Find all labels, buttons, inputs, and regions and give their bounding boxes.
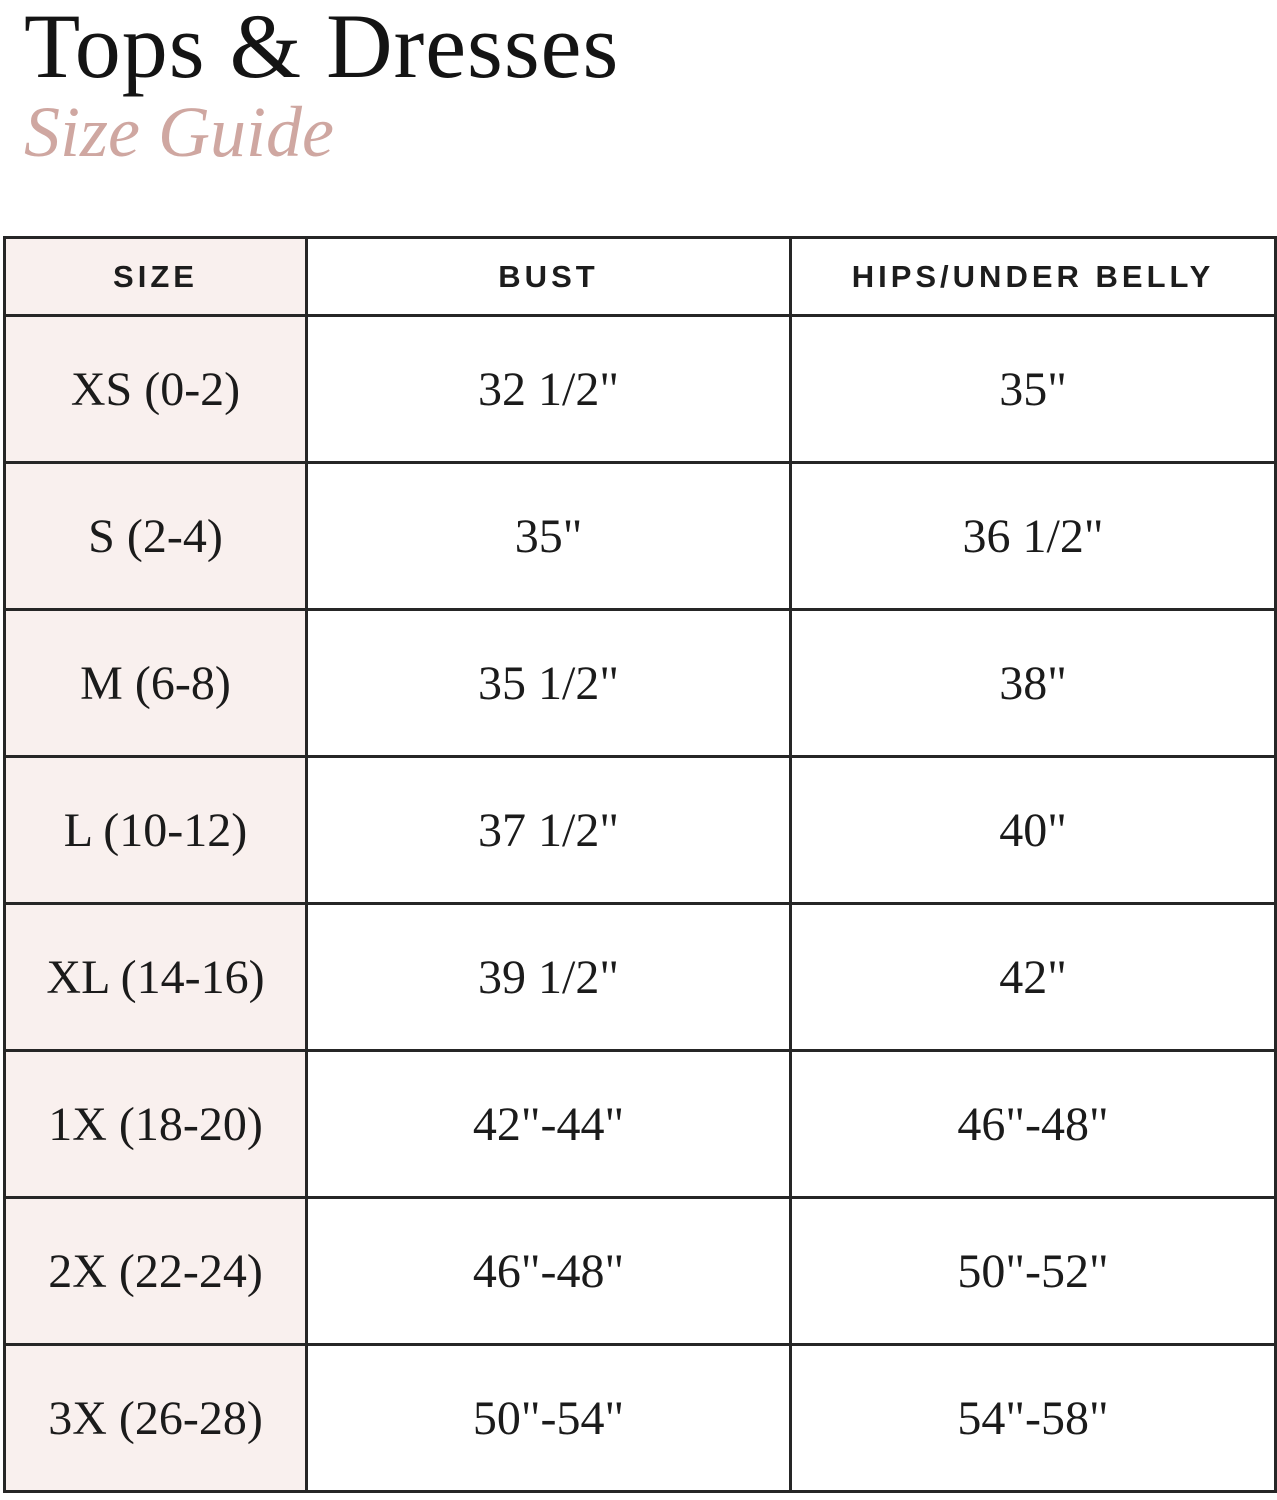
size-cell: 1X (18-20) — [3, 1049, 308, 1199]
hips-cell: 40" — [789, 755, 1277, 905]
column-header-size: SIZE — [3, 236, 308, 317]
column-header-hips-under-belly: HIPS/UNDER BELLY — [789, 236, 1277, 317]
page-title: Tops & Dresses — [24, 0, 620, 97]
table-row-l: L (10-12) 37 1/2" 40" — [3, 755, 1277, 905]
bust-cell: 46"-48" — [305, 1196, 792, 1346]
size-cell: XL (14-16) — [3, 902, 308, 1052]
hips-cell: 50"-52" — [789, 1196, 1277, 1346]
size-cell: 2X (22-24) — [3, 1196, 308, 1346]
column-header-bust: BUST — [305, 236, 792, 317]
table-header-row: SIZE BUST HIPS/UNDER BELLY — [3, 236, 1277, 317]
hips-cell: 54"-58" — [789, 1343, 1277, 1493]
bust-cell: 39 1/2" — [305, 902, 792, 1052]
bust-cell: 35" — [305, 461, 792, 611]
table-row-m: M (6-8) 35 1/2" 38" — [3, 608, 1277, 758]
table-row-s: S (2-4) 35" 36 1/2" — [3, 461, 1277, 611]
bust-cell: 32 1/2" — [305, 314, 792, 464]
size-cell: L (10-12) — [3, 755, 308, 905]
hips-cell: 38" — [789, 608, 1277, 758]
bust-cell: 42"-44" — [305, 1049, 792, 1199]
table-row-2x: 2X (22-24) 46"-48" 50"-52" — [3, 1196, 1277, 1346]
size-guide-table: SIZE BUST HIPS/UNDER BELLY XS (0-2) 32 1… — [3, 236, 1277, 1493]
hips-cell: 42" — [789, 902, 1277, 1052]
hips-cell: 36 1/2" — [789, 461, 1277, 611]
table-row-xl: XL (14-16) 39 1/2" 42" — [3, 902, 1277, 1052]
size-cell: XS (0-2) — [3, 314, 308, 464]
hips-cell: 46"-48" — [789, 1049, 1277, 1199]
masthead: Tops & Dresses Size Guide — [24, 0, 619, 168]
bust-cell: 37 1/2" — [305, 755, 792, 905]
size-cell: 3X (26-28) — [3, 1343, 308, 1493]
table-row-1x: 1X (18-20) 42"-44" 46"-48" — [3, 1049, 1277, 1199]
table-row-xs: XS (0-2) 32 1/2" 35" — [3, 314, 1277, 464]
bust-cell: 35 1/2" — [305, 608, 792, 758]
size-cell: S (2-4) — [3, 461, 308, 611]
bust-cell: 50"-54" — [305, 1343, 792, 1493]
size-cell: M (6-8) — [3, 608, 308, 758]
hips-cell: 35" — [789, 314, 1277, 464]
table-row-3x: 3X (26-28) 50"-54" 54"-58" — [3, 1343, 1277, 1493]
page-subtitle: Size Guide — [24, 91, 334, 172]
